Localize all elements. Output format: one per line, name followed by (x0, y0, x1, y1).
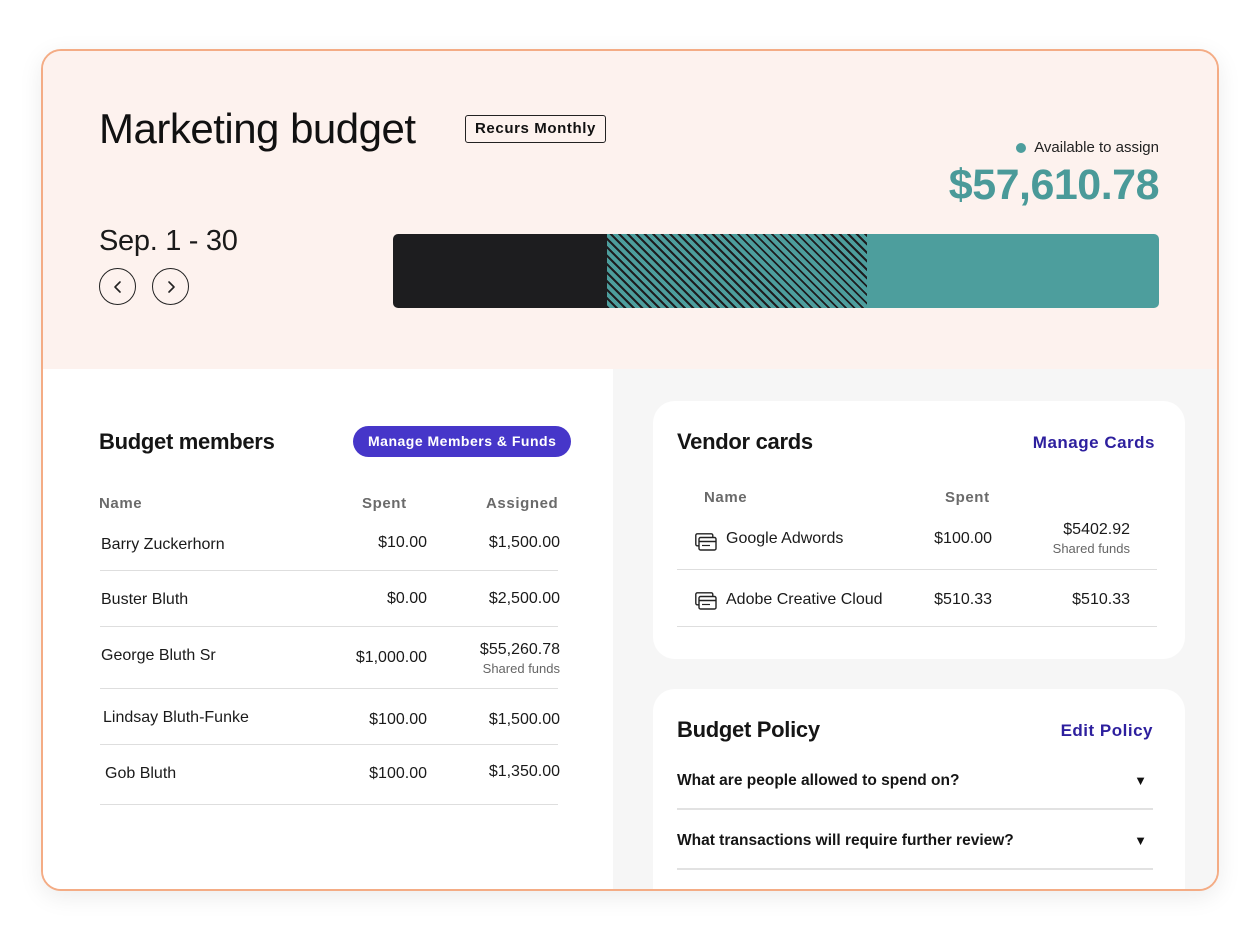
policy-title: Budget Policy (677, 717, 820, 742)
table-row[interactable]: George Bluth Sr $1,000.00 $55,260.78 Sha… (100, 627, 560, 689)
policy-question-text: What are people allowed to spend on? (677, 772, 960, 789)
date-range: Sep. 1 - 30 (99, 225, 238, 257)
member-spent: $10.00 (378, 534, 427, 551)
member-spent: $1,000.00 (355, 649, 427, 666)
member-name: Gob Bluth (105, 765, 177, 782)
manage-members-button[interactable]: Manage Members & Funds (353, 426, 572, 457)
available-legend-dot (1016, 142, 1027, 153)
previous-period-button[interactable] (99, 268, 136, 305)
caret-down-icon: ▼ (1134, 773, 1147, 788)
budget-policy-section: Budget Policy Edit Policy What are peopl… (653, 689, 1185, 889)
member-spent: $100.00 (369, 711, 427, 728)
vendor-assigned: $510.33 (1072, 591, 1130, 608)
table-row[interactable]: Lindsay Bluth-Funke $100.00 $1,500.00 (100, 689, 560, 745)
vendor-row[interactable]: Google Adwords $100.00 $5402.92 Shared f… (677, 515, 1157, 570)
member-assigned: $1,350.00 (488, 763, 560, 780)
right-panel: Vendor cards Manage Cards Name Spent Goo… (613, 369, 1217, 889)
manage-cards-link[interactable]: Manage Cards (1032, 433, 1155, 452)
edit-policy-link[interactable]: Edit Policy (1060, 721, 1153, 740)
chevron-left-icon (113, 280, 121, 293)
members-title: Budget members (99, 429, 275, 454)
vendor-spent: $510.33 (934, 591, 992, 608)
column-assigned: Assigned (486, 495, 559, 512)
member-name: Lindsay Bluth-Funke (103, 709, 249, 726)
member-assigned: $55,260.78 (479, 641, 560, 658)
policy-question-spend[interactable]: What are people allowed to spend on? ▼ (677, 772, 1153, 810)
vendor-name: Google Adwords (726, 530, 844, 547)
vendor-assigned: $5402.92 (1063, 521, 1130, 538)
column-name: Name (99, 495, 143, 512)
shared-funds-note: Shared funds (482, 661, 560, 676)
next-period-button[interactable] (152, 268, 189, 305)
available-amount: $57,610.78 (948, 161, 1160, 209)
column-spent: Spent (362, 495, 407, 512)
vendor-column-spent: Spent (945, 489, 990, 506)
policy-question-text: What transactions will require further r… (677, 832, 1014, 849)
member-spent: $100.00 (369, 765, 427, 782)
vendor-row[interactable]: Adobe Creative Cloud $510.33 $510.33 (677, 570, 1157, 627)
member-assigned: $2,500.00 (488, 590, 560, 607)
chevron-right-icon (167, 280, 175, 293)
shared-funds-note: Shared funds (1052, 541, 1130, 556)
vendor-spent: $100.00 (934, 530, 992, 547)
card-icon (695, 592, 717, 610)
vendor-column-name: Name (704, 489, 748, 506)
available-segment (867, 234, 1159, 308)
card-icon (695, 533, 717, 551)
budget-card: Marketing budget Recurs Monthly Availabl… (41, 49, 1219, 891)
table-row[interactable]: Gob Bluth $100.00 $1,350.00 (100, 745, 560, 805)
vendor-cards-title: Vendor cards (677, 429, 813, 454)
vendor-name: Adobe Creative Cloud (726, 591, 883, 608)
member-name: Buster Bluth (101, 591, 189, 608)
budget-members-panel: Budget members Manage Members & Funds Na… (43, 369, 613, 889)
available-label: Available to assign (1034, 139, 1159, 156)
spent-segment (393, 234, 607, 308)
policy-question-review[interactable]: What transactions will require further r… (677, 832, 1153, 870)
member-assigned: $1,500.00 (488, 711, 560, 728)
budget-progress-bar (393, 234, 1159, 308)
member-name: Barry Zuckerhorn (101, 536, 225, 553)
recurrence-badge: Recurs Monthly (465, 115, 606, 143)
member-spent: $0.00 (386, 590, 427, 607)
member-assigned: $1,500.00 (488, 534, 560, 551)
member-name: George Bluth Sr (101, 647, 216, 664)
shared-funds-segment (607, 234, 867, 308)
page-title: Marketing budget (99, 105, 416, 152)
available-label-row: Available to assign (1016, 139, 1159, 156)
table-row[interactable]: Barry Zuckerhorn $10.00 $1,500.00 (100, 527, 560, 571)
caret-down-icon: ▼ (1134, 833, 1147, 848)
budget-header: Marketing budget Recurs Monthly Availabl… (43, 51, 1217, 369)
vendor-cards-section: Vendor cards Manage Cards Name Spent Goo… (653, 401, 1185, 659)
table-row[interactable]: Buster Bluth $0.00 $2,500.00 (100, 571, 560, 627)
